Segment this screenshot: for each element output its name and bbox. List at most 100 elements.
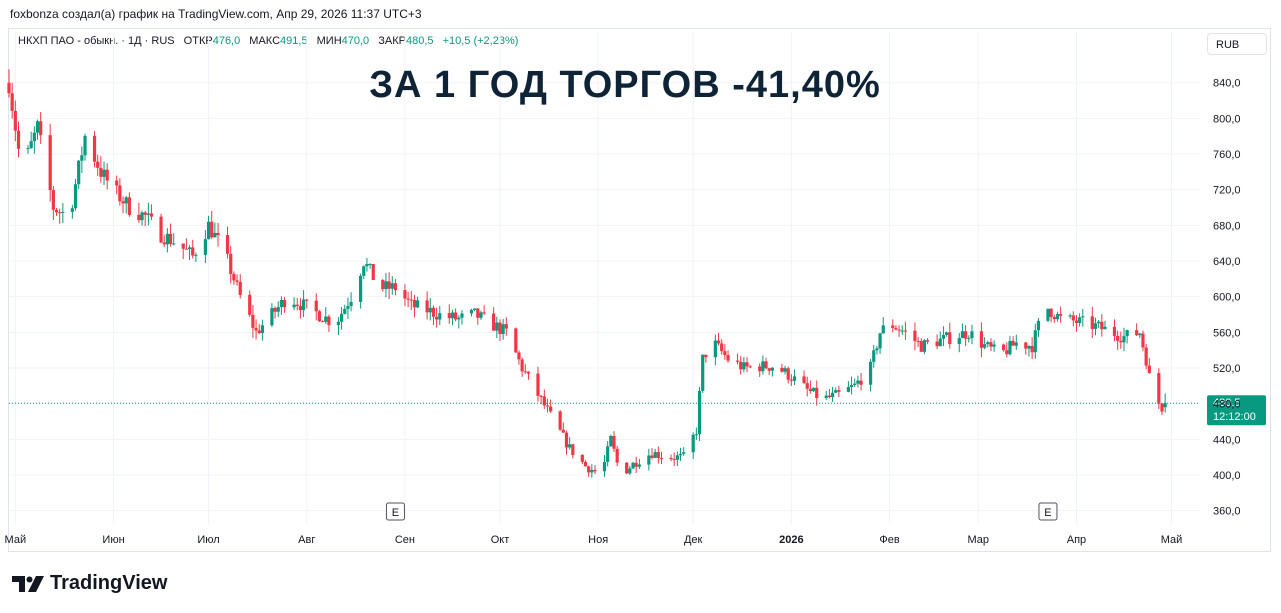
candle-body — [878, 333, 882, 349]
candle-body — [416, 300, 420, 308]
candle-body — [875, 348, 879, 351]
candle-body — [856, 380, 860, 384]
candle-body — [628, 468, 632, 474]
candle-body — [891, 325, 895, 328]
time-axis[interactable]: Май Июн Июл Авг Сен Окт Ноя Дек 2026 Фев Мар Апр Май — [5, 534, 1183, 546]
candle-body — [1160, 403, 1164, 412]
y-tick-label: 520,0 — [1213, 363, 1241, 375]
candle-body — [830, 392, 835, 397]
candle-body — [780, 367, 784, 372]
candle-body — [789, 379, 793, 381]
candle-body — [545, 405, 550, 407]
symbol-info[interactable]: НКХП ПАО - обыкн. · 1Д · RUS — [18, 35, 175, 47]
candle-body — [273, 308, 277, 312]
brand-name: TradingView — [50, 572, 168, 594]
candle-body — [913, 330, 917, 341]
candle-body — [859, 380, 863, 385]
candle-body — [881, 325, 885, 334]
change-value: +10,5 (+2,23%) — [442, 35, 519, 47]
candle-body — [580, 455, 584, 462]
candle-body — [764, 361, 768, 369]
candle-body — [811, 387, 816, 392]
candle-body — [650, 455, 654, 458]
candle-body — [609, 435, 613, 447]
candle-body — [979, 331, 984, 348]
candle-body — [1033, 330, 1037, 353]
candle-body — [612, 435, 616, 449]
price-axis[interactable]: 840,0 800,0 760,0 720,0 680,0 640,0 600,0 560,0… — [1213, 78, 1241, 518]
candle-body — [922, 340, 927, 352]
candle-body — [498, 322, 502, 335]
candle-body — [77, 160, 81, 185]
candle-body — [1144, 347, 1148, 366]
candle-body — [720, 343, 724, 352]
grid-lines — [9, 32, 1200, 524]
candle-body — [92, 135, 97, 162]
candle-body — [767, 368, 771, 371]
candle-body — [32, 132, 36, 142]
y-tick-label: 480,0 — [1213, 399, 1241, 411]
candle-body — [656, 452, 660, 458]
candle-body — [206, 221, 211, 240]
candle-body — [983, 344, 987, 348]
candle-body — [254, 327, 258, 331]
candle-body — [70, 208, 74, 212]
candle-body — [1100, 321, 1104, 330]
candle-body — [457, 317, 461, 320]
candle-body — [1071, 315, 1075, 321]
candle-body — [735, 360, 740, 362]
x-tick-label: Июн — [102, 534, 124, 546]
candle-body — [260, 325, 265, 334]
candle-body — [124, 197, 128, 204]
candle-body — [13, 110, 17, 131]
candle-body — [758, 366, 762, 372]
x-tick-label: Май — [5, 534, 27, 546]
candle-body — [625, 462, 629, 474]
candle-body — [602, 461, 607, 472]
candle-body — [339, 313, 344, 322]
candle-body — [1030, 346, 1034, 353]
candle-body — [368, 263, 372, 265]
candle-body — [634, 462, 638, 467]
close-label: ЗАКР — [378, 35, 406, 47]
candle-body — [390, 283, 394, 289]
candle-body — [203, 239, 207, 255]
candle-body — [143, 212, 147, 215]
candle-body — [805, 383, 809, 389]
candle-body — [894, 327, 898, 330]
candle-body — [514, 328, 518, 353]
candle-body — [320, 321, 325, 323]
candle-body — [1141, 333, 1145, 348]
brand-logo[interactable]: TradingView — [12, 572, 167, 595]
candle-body — [1011, 340, 1015, 346]
candle-body — [343, 308, 347, 314]
chart-headline: ЗА 1 ГОД ТОРГОВ -41,40% — [369, 64, 881, 106]
candle-body — [229, 253, 233, 274]
candle-body — [564, 432, 569, 448]
y-tick-label: 600,0 — [1213, 292, 1241, 304]
x-tick-label: Ноя — [588, 534, 608, 546]
candle-body — [558, 411, 562, 430]
candle-body — [83, 135, 87, 156]
candle-body — [745, 362, 749, 367]
candle-body — [324, 316, 328, 322]
candle-body — [517, 352, 521, 360]
currency-button[interactable]: RUB — [1207, 33, 1267, 55]
candle-body — [35, 121, 40, 133]
candle-body — [149, 213, 154, 217]
open-value: 476,0 — [212, 35, 241, 47]
candle-body — [1068, 315, 1072, 317]
candle-body — [412, 299, 417, 308]
open-label: ОТКР — [183, 35, 213, 47]
candle-body — [631, 462, 635, 469]
candle-body — [900, 330, 904, 332]
candle-body — [279, 300, 284, 308]
candle-body — [697, 390, 702, 435]
candle-body — [127, 197, 131, 215]
candle-body — [460, 313, 464, 318]
candle-body — [637, 464, 641, 467]
candle-body — [238, 281, 242, 295]
candle-body — [606, 446, 610, 462]
candle-body — [162, 242, 166, 245]
